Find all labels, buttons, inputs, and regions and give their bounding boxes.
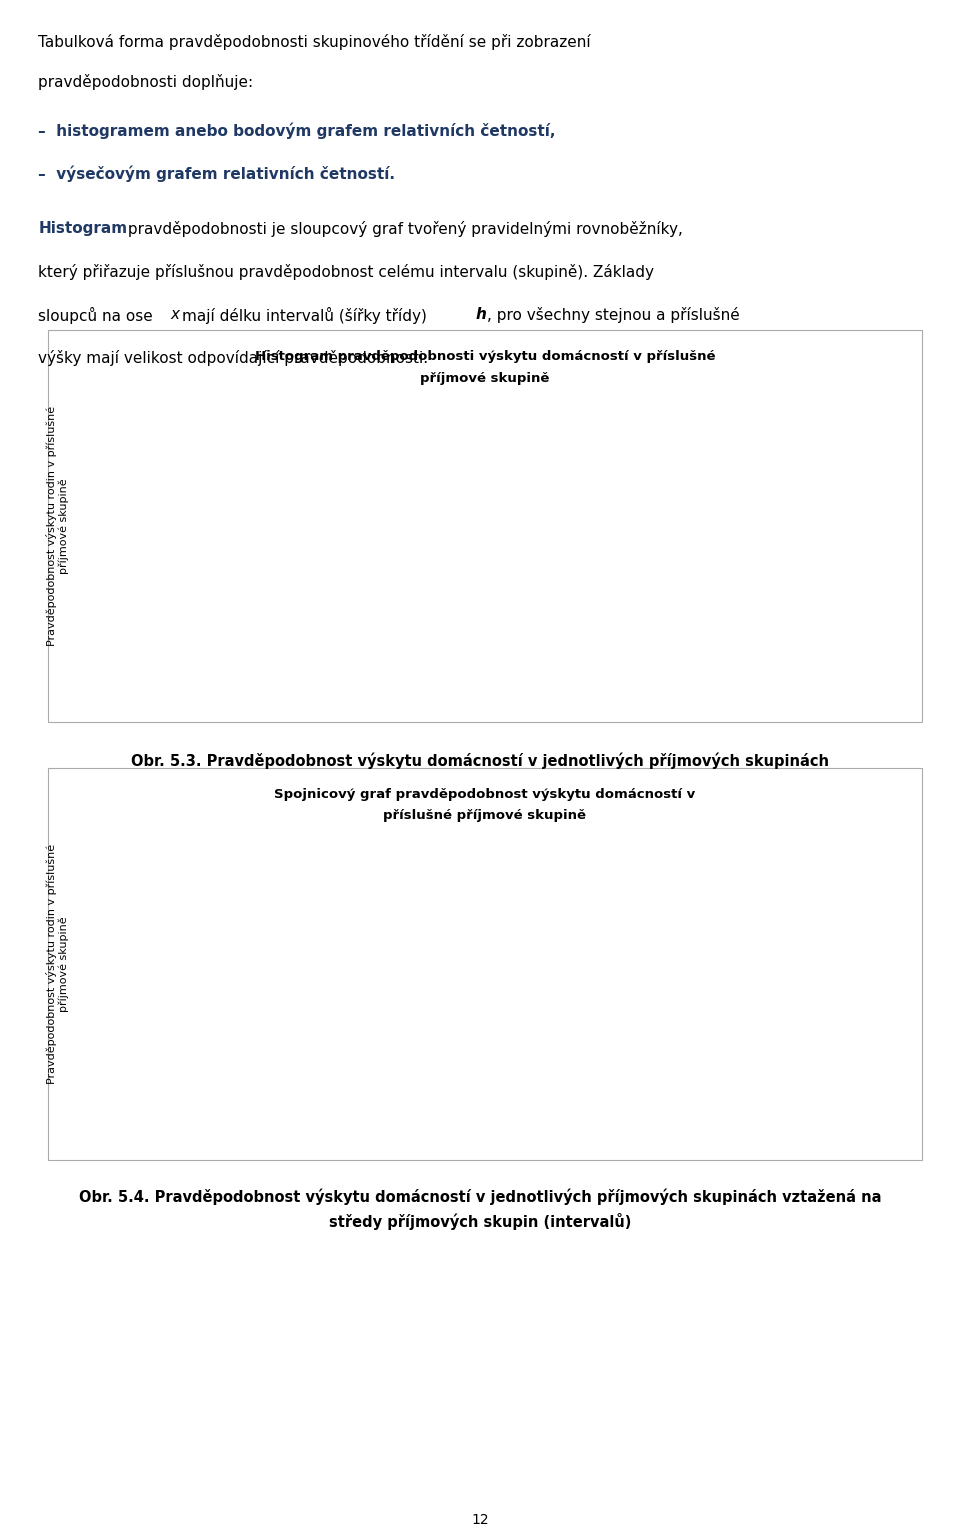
Text: 0,08: 0,08 xyxy=(690,611,718,625)
Text: 0,02: 0,02 xyxy=(816,627,844,639)
Text: 0,25: 0,25 xyxy=(464,922,492,935)
Text: Obr. 5.3. Pravděpodobnost výskytu domácností v jednotlivých příjmových skupinách: Obr. 5.3. Pravděpodobnost výskytu domácn… xyxy=(131,753,829,770)
Bar xyxy=(275,418,381,653)
Text: příjmové skupině: příjmové skupině xyxy=(420,372,549,384)
Bar xyxy=(149,565,255,653)
Text: 0,08: 0,08 xyxy=(714,1023,742,1037)
Text: 0,1: 0,1 xyxy=(569,601,588,613)
Text: –  histogramem anebo bodovým grafem relativních četností,: – histogramem anebo bodovým grafem relat… xyxy=(38,123,556,140)
Text: Tabulková forma pravděpodobnosti skupinového třídění se při zobrazení: Tabulková forma pravděpodobnosti skupino… xyxy=(38,34,591,49)
Text: 12: 12 xyxy=(471,1513,489,1527)
Text: Pravděpodobnost výskytu rodin v příslušné
příjmové skupině: Pravděpodobnost výskytu rodin v příslušn… xyxy=(46,406,69,647)
Text: sloupců na ose: sloupců na ose xyxy=(38,307,154,324)
Text: 0,02: 0,02 xyxy=(840,1058,868,1072)
X-axis label: Měsíční příjem [Čk]: Měsíční příjem [Čk] xyxy=(444,679,588,694)
Text: Histogram pravděpodobnosti výskytu domácností v příslušné: Histogram pravděpodobnosti výskytu domác… xyxy=(254,350,715,362)
Bar xyxy=(399,505,507,653)
Text: příslušné příjmové skupině: příslušné příjmové skupině xyxy=(383,809,587,822)
Text: 0,15: 0,15 xyxy=(212,980,240,994)
X-axis label: Měsíční příjem [Čk]: Měsíční příjem [Čk] xyxy=(444,1117,588,1132)
Text: 0,15: 0,15 xyxy=(188,570,216,584)
Text: pravděpodobnosti doplňuje:: pravděpodobnosti doplňuje: xyxy=(38,74,253,89)
Text: Pravděpodobnost výskytu rodin v příslušné
příjmové skupině: Pravděpodobnost výskytu rodin v příslušn… xyxy=(46,843,69,1084)
Text: středy příjmových skupin (intervalů): středy příjmových skupin (intervalů) xyxy=(329,1213,631,1230)
Text: který přiřazuje příslušnou pravděpodobnost celému intervalu (skupině). Základy: který přiřazuje příslušnou pravděpodobno… xyxy=(38,264,655,280)
Text: –  výsečovým grafem relativních četností.: – výsečovým grafem relativních četností. xyxy=(38,166,396,183)
Text: výšky mají velikost odpovídající pravděpodobnosti.: výšky mají velikost odpovídající pravděp… xyxy=(38,350,428,366)
Text: Spojnicový graf pravděpodobnost výskytu domácností v: Spojnicový graf pravděpodobnost výskytu … xyxy=(275,788,695,800)
Text: mají délku intervalů (šířky třídy): mají délku intervalů (šířky třídy) xyxy=(182,307,427,324)
Text: 0,4: 0,4 xyxy=(318,424,338,436)
Text: 0,25: 0,25 xyxy=(440,511,468,525)
Text: 0,4: 0,4 xyxy=(338,834,357,846)
Text: , pro všechny stejnou a příslušné: , pro všechny stejnou a příslušné xyxy=(487,307,739,323)
Text: h: h xyxy=(475,307,486,323)
Bar xyxy=(651,605,757,653)
Text: x: x xyxy=(171,307,180,323)
Bar xyxy=(525,594,633,653)
Text: Obr. 5.4. Pravděpodobnost výskytu domácností v jednotlivých příjmových skupinách: Obr. 5.4. Pravděpodobnost výskytu domácn… xyxy=(79,1189,881,1206)
Text: pravděpodobnosti je sloupcový graf tvořený pravidelnými rovnoběžníky,: pravděpodobnosti je sloupcový graf tvoře… xyxy=(123,221,683,237)
Y-axis label: Pravděpodobnost výskytu rodin v příslušné
příjmové skupině: Pravděpodobnost výskytu rodin v příslušn… xyxy=(78,395,102,634)
Text: Histogram: Histogram xyxy=(38,221,128,237)
Bar xyxy=(777,641,883,653)
Text: 0,1: 0,1 xyxy=(588,1012,609,1025)
